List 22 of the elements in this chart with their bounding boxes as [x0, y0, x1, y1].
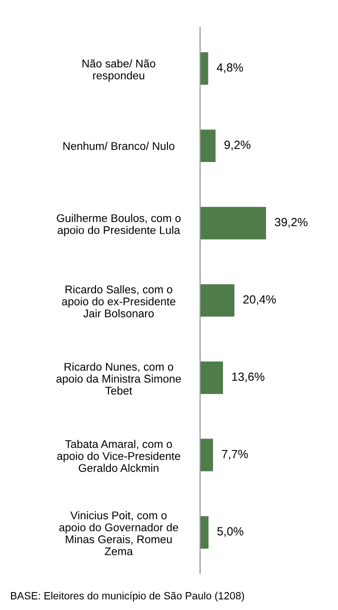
bar [200, 516, 209, 549]
y-tick-label: Tabata Amaral, com o apoio do Vice-Presidente Geraldo Alckmin [57, 440, 180, 472]
bar [200, 52, 208, 85]
y-tick-label: Nenhum/ Branco/ Nulo [63, 142, 174, 150]
data-label: 4,8% [216, 63, 243, 74]
data-label: 20,4% [243, 295, 276, 305]
data-label: 13,6% [232, 372, 264, 382]
y-tick-label: Ricardo Salles, com o apoio do ex-Presidente Jair Bolsonaro [62, 285, 176, 318]
y-tick-label: Guilherme Boulos, com o apoio do Presidente Lula [56, 214, 181, 236]
data-label: 5,0% [217, 527, 244, 537]
bar [200, 284, 234, 317]
bar [200, 130, 216, 162]
data-label: 9,2% [224, 140, 250, 150]
text: BASE: Eleitores do município de São Paulo (1208) [10, 592, 244, 602]
bar [200, 438, 214, 472]
bar [200, 206, 266, 240]
bar [200, 362, 223, 394]
data-label: 7,7% [222, 450, 248, 460]
data-label: 39,2% [274, 218, 308, 228]
y-tick-label: Vinicius Poit, com o apoio do Governador de Minas Gerais, Romeu Zema [59, 511, 178, 556]
y-tick-label: Ricardo Nunes, com o apoio da Ministra Simone Tebet [56, 362, 181, 395]
y-tick-label: Não sabe/ Não respondeu [82, 59, 156, 82]
